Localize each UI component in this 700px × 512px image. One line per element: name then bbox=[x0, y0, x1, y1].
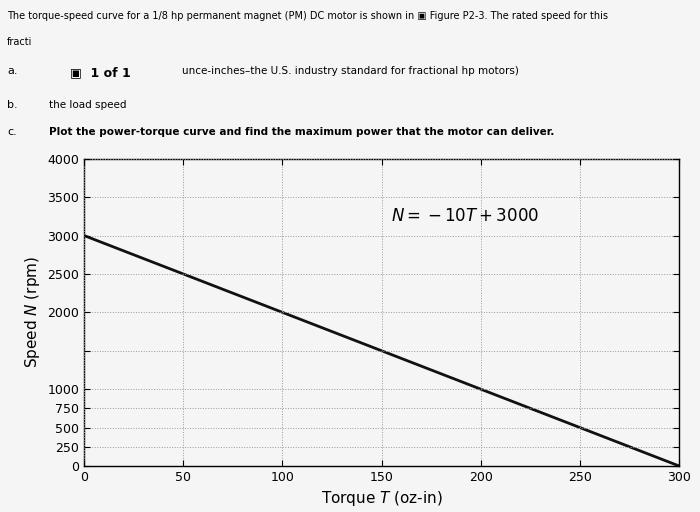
X-axis label: Torque $\mathit{T}$ (oz-in): Torque $\mathit{T}$ (oz-in) bbox=[321, 489, 442, 508]
Y-axis label: Speed $\mathit{N}$ (rpm): Speed $\mathit{N}$ (rpm) bbox=[22, 256, 42, 369]
Text: The torque-speed curve for a 1/8 hp permanent magnet (PM) DC motor is shown in ▣: The torque-speed curve for a 1/8 hp perm… bbox=[7, 11, 608, 21]
Text: fracti: fracti bbox=[7, 37, 32, 47]
Text: ▣  1 of 1: ▣ 1 of 1 bbox=[70, 67, 131, 79]
Text: Plot the power-torque curve and find the maximum power that the motor can delive: Plot the power-torque curve and find the… bbox=[49, 127, 554, 137]
Text: b.: b. bbox=[7, 99, 18, 110]
Text: c.: c. bbox=[7, 127, 17, 137]
Text: the load speed: the load speed bbox=[49, 99, 127, 110]
Text: unce-inches–the U.S. industry standard for fractional hp motors): unce-inches–the U.S. industry standard f… bbox=[182, 67, 519, 76]
Text: a.: a. bbox=[7, 67, 18, 76]
Text: $N = -10T + 3000$: $N = -10T + 3000$ bbox=[391, 208, 540, 225]
